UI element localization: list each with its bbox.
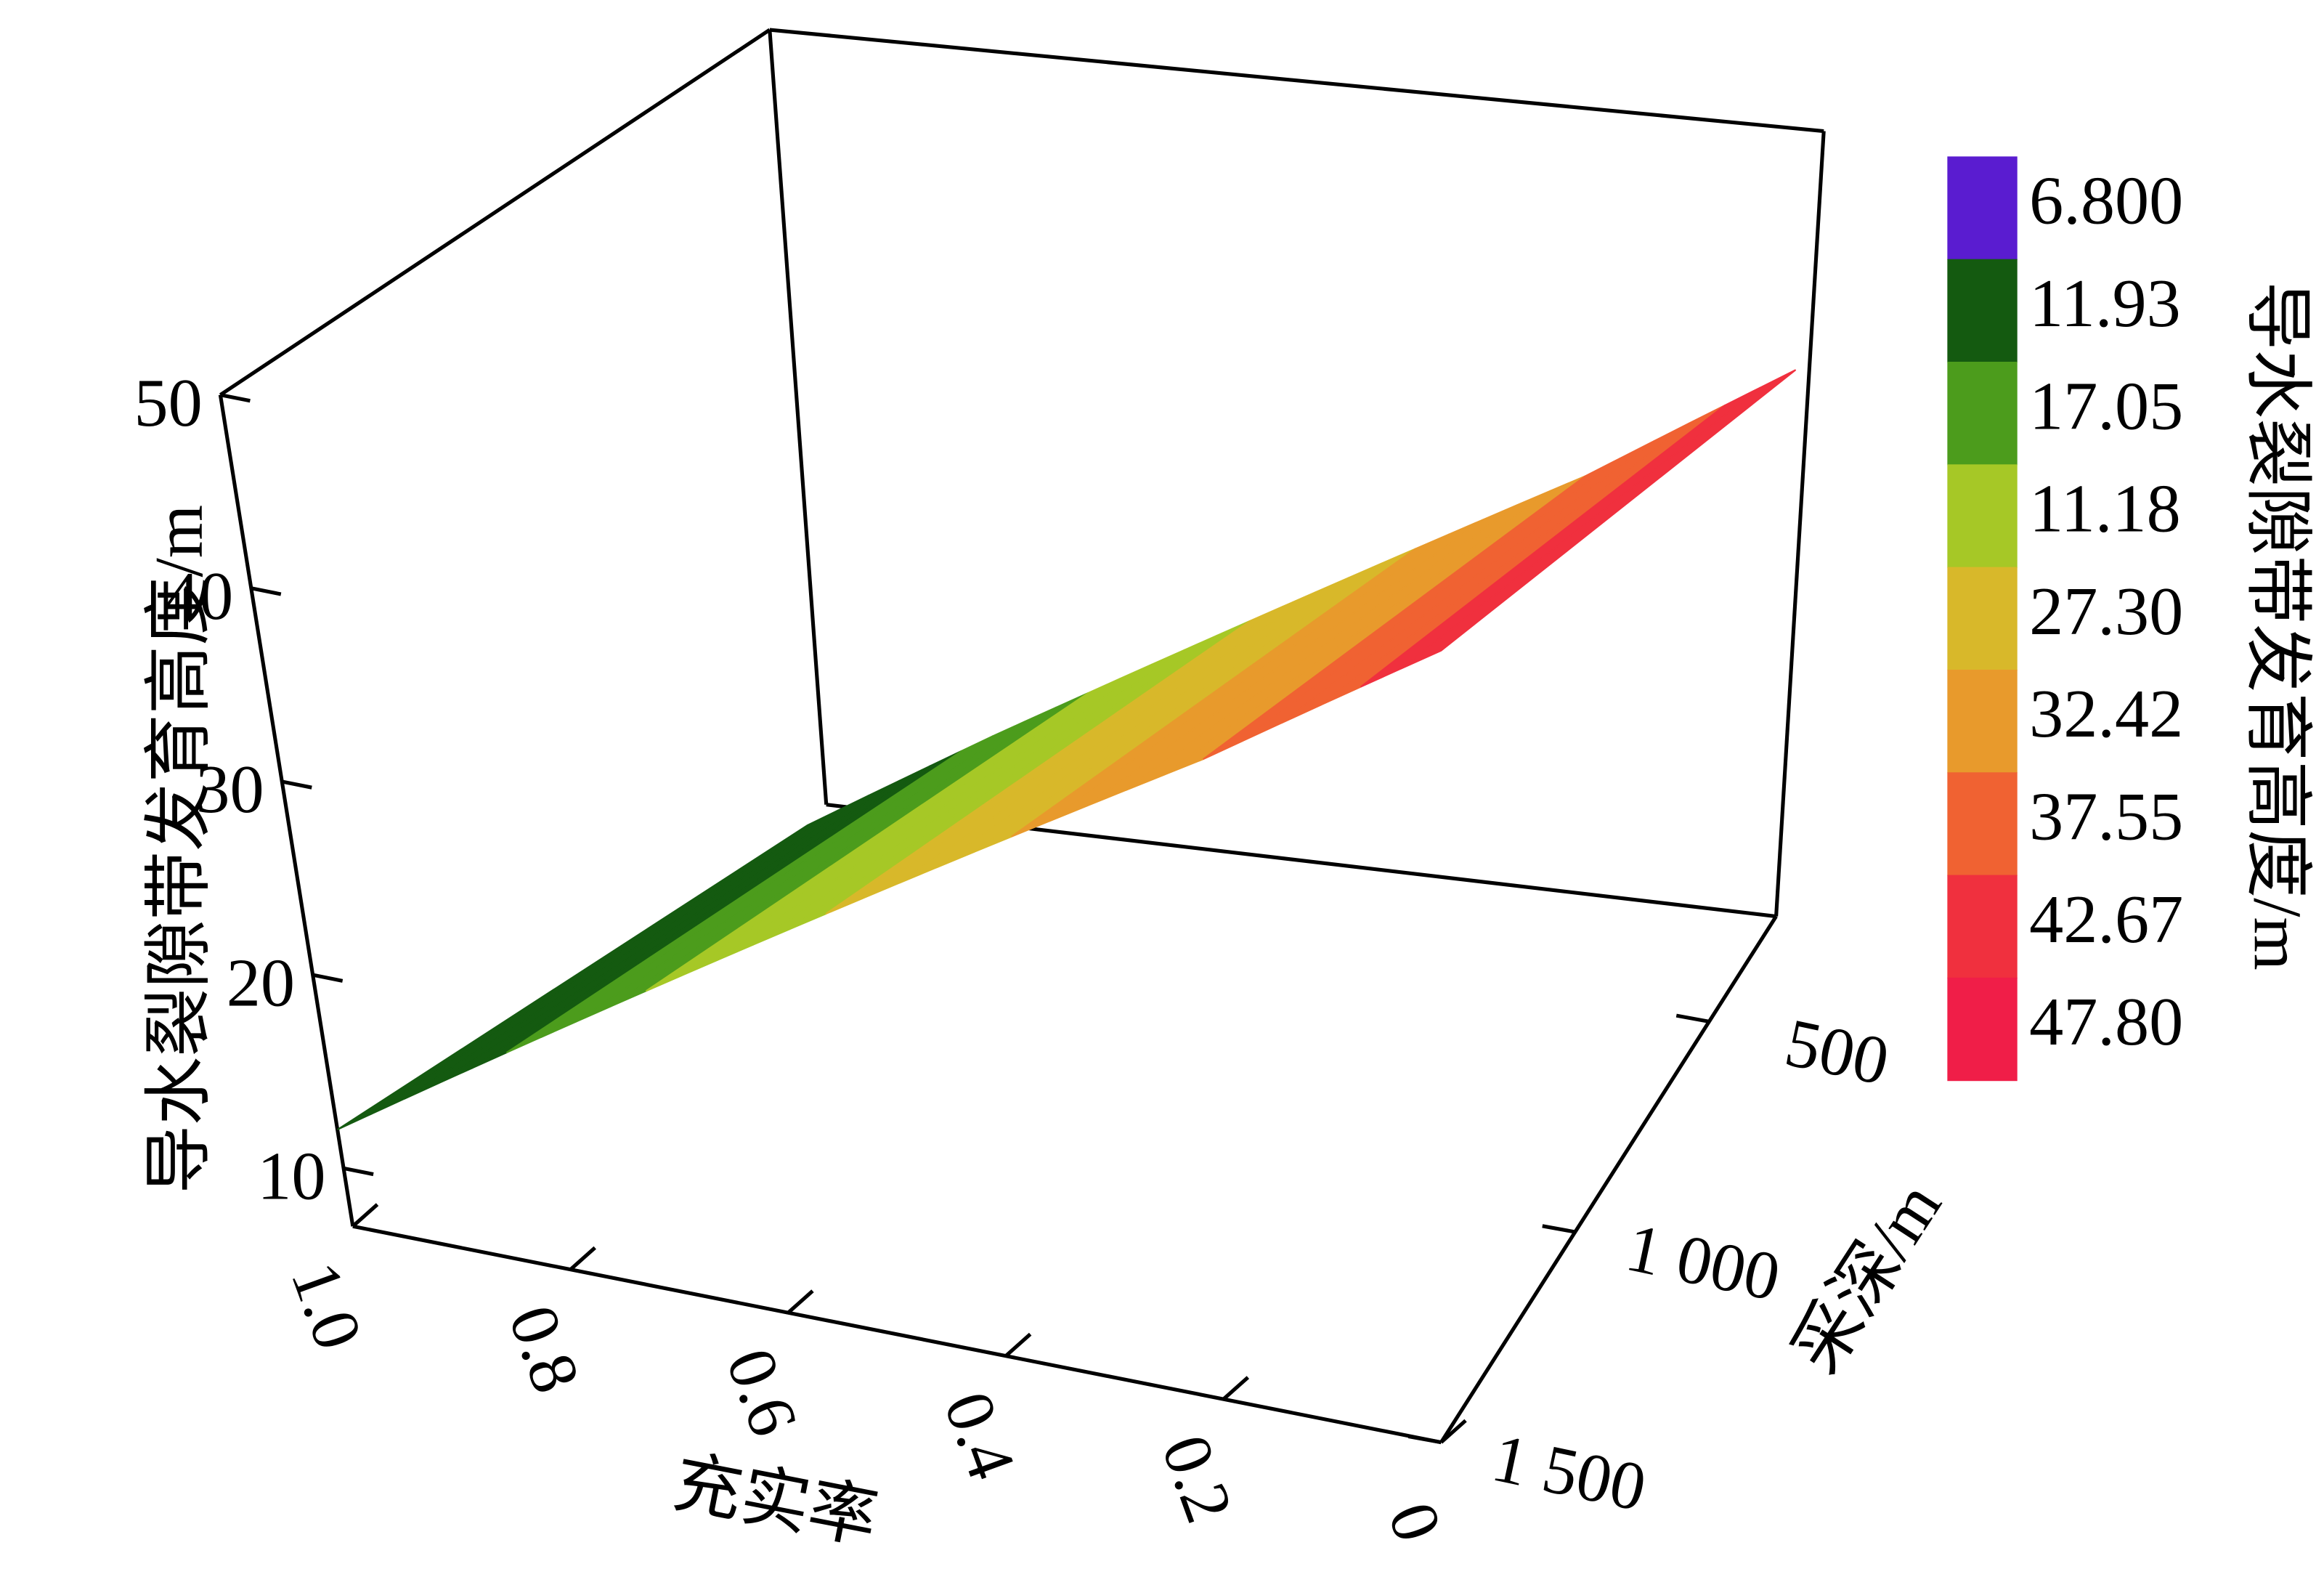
colorbar-band [1947,464,2018,568]
z-tick [281,779,312,790]
x-tick [1004,1332,1032,1358]
surface-cell [1203,458,1621,761]
x-tick [569,1246,596,1271]
y-tick [1675,1013,1710,1023]
surface-cell [645,678,1121,992]
x-tick-label: 1.0 [277,1253,377,1359]
surface-cell [973,548,1416,854]
z-tick-label: 50 [134,365,203,441]
z-tick-label: 40 [165,559,233,634]
y-axis-label: 采深/m [1779,1169,1956,1386]
colorbar-tick-label: 47.80 [2029,984,2183,1060]
surface-cell [752,634,1218,946]
z-tick [343,1166,374,1177]
surface-cell [404,779,901,1100]
surface-cell [505,735,994,1054]
colorbar-band [1947,567,2018,670]
surface-cell [540,721,1025,1038]
x-tick-label: 0.8 [494,1296,594,1402]
colorbar-tick-label: 27.30 [2029,574,2183,649]
y-tick-label: 500 [1779,1005,1896,1100]
colorbar-tick-label: 32.42 [2029,676,2183,752]
colorbar-tick-label: 11.18 [2029,471,2181,547]
colorbar-band [1947,875,2018,978]
surface-cell [1400,369,1797,670]
colorbar-band [1947,977,2018,1082]
x-tick [352,1203,379,1228]
surface-cell [1360,386,1761,688]
colorbar-band [1947,362,2018,466]
surface-cell [1049,519,1484,822]
surface-cell [898,577,1349,884]
surface-cell [935,562,1383,869]
x-tick-label: 0.2 [1147,1426,1247,1532]
box-edge [352,1224,1442,1445]
x-tick [1439,1419,1467,1444]
x-tick-label: 0.4 [930,1382,1030,1488]
x-tick-label: 0 [1373,1493,1456,1551]
z-tick [312,973,344,983]
surface-cell [337,809,839,1131]
box-edge [1439,915,1778,1444]
y-tick-label: 1 000 [1620,1209,1787,1315]
surface-cell [1320,405,1726,706]
colorbar-tick-label: 37.55 [2029,779,2183,855]
surface-cell [471,750,962,1069]
colorbar-band [1947,772,2018,876]
surface-cell [1163,475,1586,776]
surface-cell [370,795,869,1115]
box-edge [219,28,771,397]
y-tick [1407,1434,1442,1445]
z-tick [219,393,251,403]
colorbar-tick-label: 11.93 [2029,266,2181,341]
colorbar-band [1947,259,2018,363]
y-tick [1542,1224,1576,1234]
x-tick-label: 0.6 [712,1339,812,1446]
surface-cell [716,649,1185,961]
colorbar-tick-label: 17.05 [2029,368,2183,444]
colorbar-label: 导水裂隙带发育高度/m [2240,281,2315,970]
colorbar-tick-label: 42.67 [2029,882,2183,957]
x-tick [787,1289,814,1315]
z-tick-label: 20 [227,945,295,1021]
y-tick-label: 1 500 [1486,1420,1652,1526]
z-tick-label: 10 [257,1138,325,1214]
surface-cell [1241,439,1656,742]
colorbar-band [1947,669,2018,774]
z-axis-label: 导水裂隙带发育高度/m [142,505,217,1194]
z-tick-label: 30 [195,752,264,827]
box-edge [218,394,355,1227]
surface-cell [1125,490,1552,791]
surface-cell [789,620,1251,931]
surface-cell [1086,504,1518,807]
colorbar-tick-label: 6.800 [2029,163,2183,239]
surface-cell [680,663,1153,977]
colorbar-band [1947,156,2018,260]
box-edge [1774,131,1826,917]
surface-cell [1011,533,1450,838]
z-tick [251,586,282,596]
x-axis-label: 充实率 [667,1445,883,1558]
box-edge [768,29,829,805]
surface-cell [1280,422,1691,724]
surface-cell [437,765,931,1084]
x-tick [1222,1376,1250,1401]
surface-cell [825,606,1283,915]
surface-cell [610,692,1089,1008]
surface-cell [575,706,1057,1023]
box-edge [769,28,1824,134]
